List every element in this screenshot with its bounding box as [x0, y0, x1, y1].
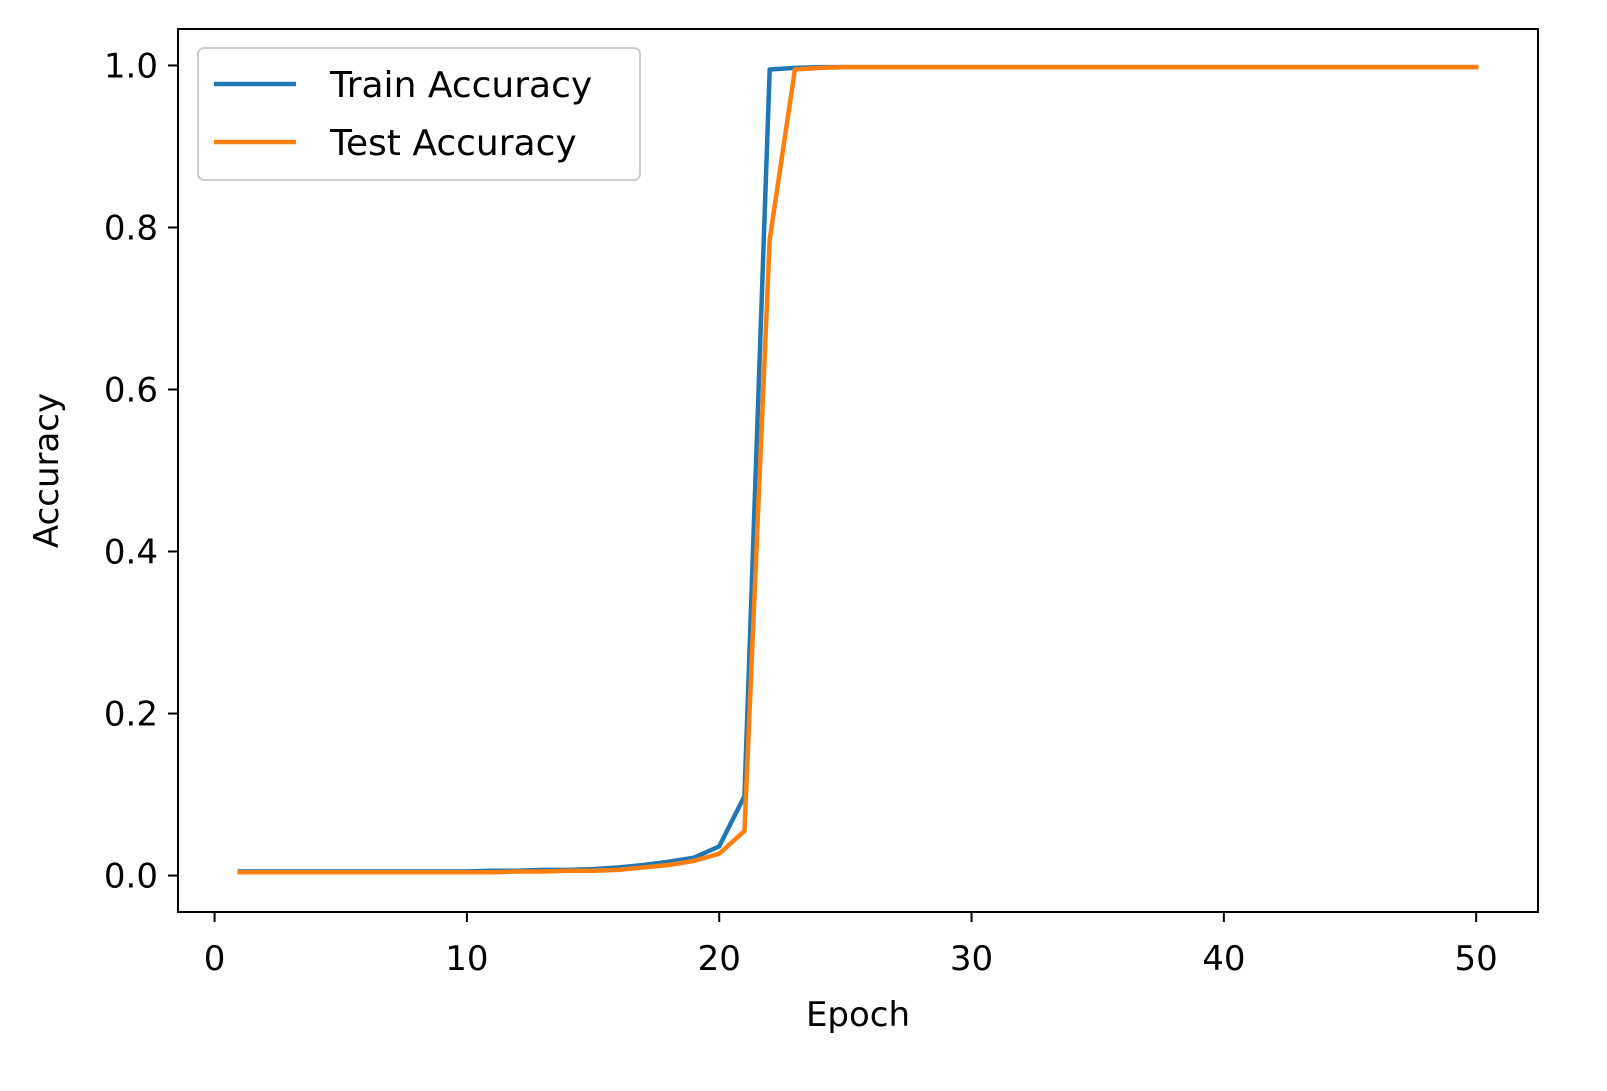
- legend-label: Train Accuracy: [329, 65, 592, 106]
- y-tick-label: 0.6: [104, 370, 158, 410]
- x-tick-label: 30: [950, 939, 993, 979]
- x-tick-label: 50: [1455, 939, 1498, 979]
- y-tick-label: 1.0: [104, 46, 158, 86]
- legend-box: [197, 47, 641, 181]
- x-axis-label: Epoch: [806, 995, 910, 1035]
- x-tick-label: 20: [698, 939, 741, 979]
- x-tick-label: 0: [204, 939, 226, 979]
- y-tick-label: 0.0: [104, 857, 158, 897]
- plot-area-frame: [177, 28, 1539, 913]
- x-tick-label: 10: [445, 939, 488, 979]
- y-tick-label: 0.2: [104, 695, 158, 735]
- series-line-test-accuracy: [237, 64, 1479, 875]
- legend: Train Accuracy Test Accuracy: [197, 47, 641, 181]
- legend-label: Test Accuracy: [329, 123, 577, 164]
- plot-layer: [237, 64, 1479, 875]
- ticks-layer: 0 10 20 30 40 50 0.0 0.2 0.4 0.6 0.8 1.0: [104, 46, 1498, 979]
- y-axis-label: Accuracy: [27, 393, 67, 548]
- y-tick-label: 0.4: [104, 533, 158, 573]
- x-tick-label: 40: [1202, 939, 1245, 979]
- y-tick-label: 0.8: [104, 208, 158, 248]
